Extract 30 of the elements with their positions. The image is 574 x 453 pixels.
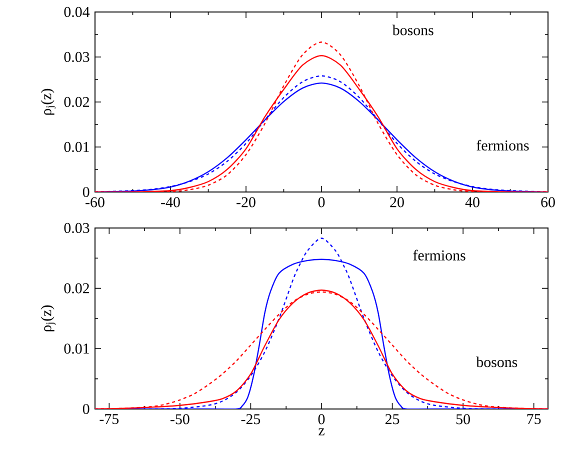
y-tick-label: 0.03	[64, 52, 90, 62]
y-tick-label: 0.01	[64, 142, 89, 152]
y-tick-label: 0.04	[64, 6, 90, 18]
x-tick-label: -25	[241, 414, 260, 424]
x-tick-label: -60	[86, 197, 104, 208]
x-tick-label: 25	[385, 414, 400, 424]
y-tick-label: 0.03	[64, 222, 90, 234]
x-tick-label: -50	[170, 414, 190, 424]
x-tick-label: 50	[456, 414, 470, 424]
annotation: fermions	[476, 140, 529, 151]
y-tick-label: 0	[82, 186, 90, 198]
x-tick-label: -20	[236, 197, 256, 208]
x-tick-label: 20	[390, 197, 404, 208]
x-tick-label: -40	[161, 197, 180, 208]
y-axis-title: ρ$_{j}$(z)	[40, 88, 56, 115]
y-tick-label: 0.02	[64, 96, 89, 108]
y-tick-label: 0.01	[64, 344, 89, 354]
x-tick-label: 75	[527, 414, 541, 424]
annotation: fermions	[413, 250, 466, 260]
x-tick-label: 60	[541, 197, 555, 208]
x-tick-label: 40	[465, 197, 480, 208]
annotation: bosons	[476, 356, 518, 368]
y-tick-label: 0.02	[64, 283, 89, 294]
y-axis-title: ρ$_{j}$(z)	[40, 305, 56, 332]
x-tick-label: 0	[318, 414, 325, 424]
x-tick-label: 0	[318, 197, 325, 208]
y-tick-label: 0	[82, 404, 90, 414]
x-tick-label: -75	[100, 414, 119, 424]
annotation: bosons	[392, 24, 434, 36]
x-axis-title: z	[318, 428, 324, 436]
